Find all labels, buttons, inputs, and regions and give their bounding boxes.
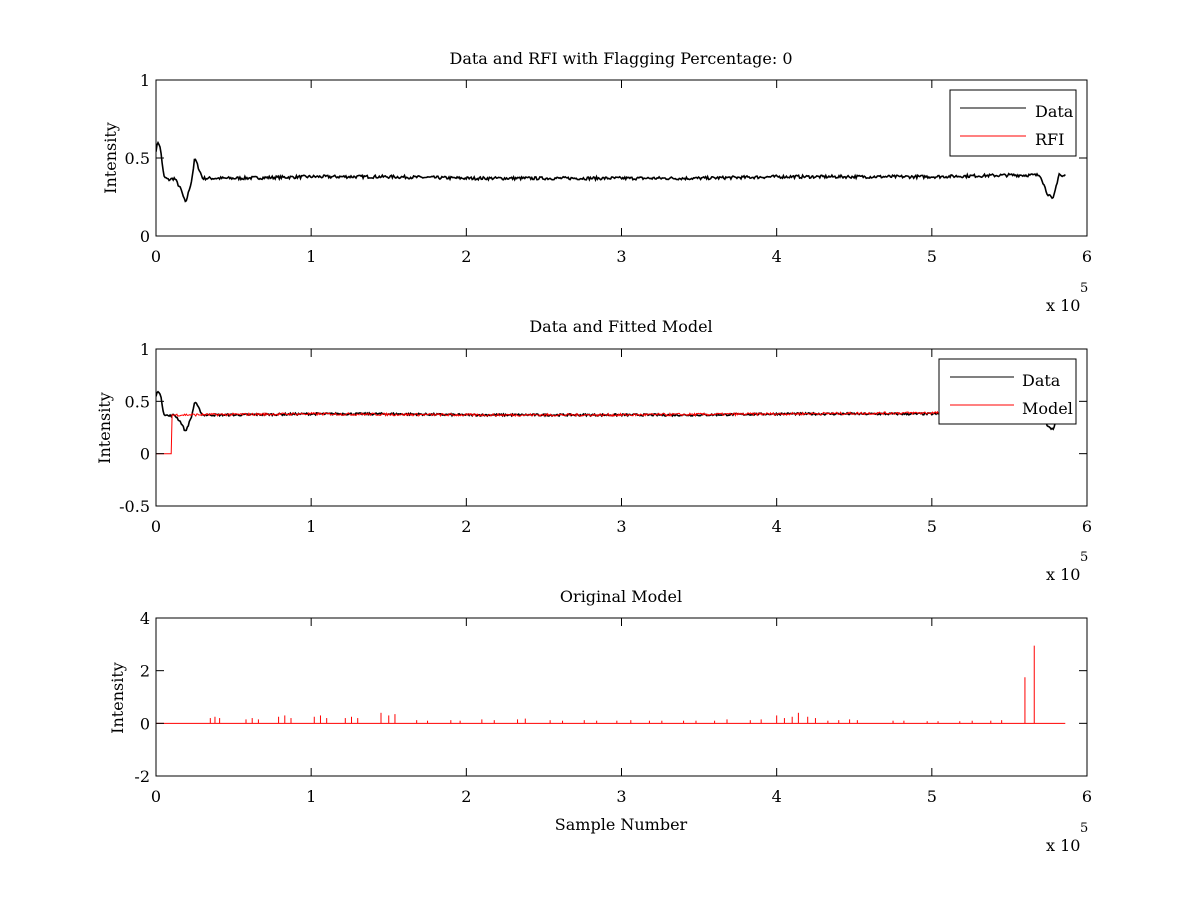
y-tick-label: 0.5: [125, 392, 150, 411]
y-tick-label: 1: [140, 71, 150, 90]
x-tick-label: 1: [306, 247, 316, 266]
x-tick-label: 2: [461, 517, 471, 536]
subplot-2: Data and Fitted Model Intensity 0 1 2 3 4 5 6 -…: [95, 317, 1092, 584]
subplot-1-title: Data and RFI with Flagging Percentage: 0: [449, 49, 792, 68]
x-tick-label: 1: [306, 787, 316, 806]
y-tick-label: -0.5: [119, 497, 150, 516]
subplot-2-legend: Data Model: [938, 358, 1077, 425]
y-tick-label: 2: [140, 662, 150, 681]
x-tick-label: 0: [151, 787, 161, 806]
y-tick-label: 0: [140, 227, 150, 246]
subplot-3-x-multiplier-base: x 10: [1046, 836, 1080, 855]
subplot-2-x-multiplier-base: x 10: [1046, 565, 1080, 584]
y-tick-label: -2: [134, 767, 150, 786]
subplot-1-x-multiplier-base: x 10: [1046, 296, 1080, 315]
subplot-1-x-multiplier: x 10: [1046, 296, 1080, 315]
x-tick-label: 2: [461, 787, 471, 806]
subplot-3-x-multiplier-exponent: 5: [1080, 821, 1088, 836]
subplot-3-ylabel: Intensity: [108, 662, 127, 734]
legend-label-model: Model: [1022, 399, 1073, 418]
series-line: [156, 410, 1010, 455]
x-tick-label: 6: [1082, 247, 1092, 266]
subplot-3-x-multiplier: x 10: [1046, 836, 1080, 855]
x-tick-label: 4: [772, 517, 782, 536]
x-tick-label: 2: [461, 247, 471, 266]
subplot-1-ticks: 0 1 2 3 4 5 6 0 0.5 1: [125, 71, 1093, 266]
x-tick-label: 4: [772, 247, 782, 266]
legend-label-data-2: Data: [1022, 371, 1061, 390]
subplot-2-x-multiplier-exponent: 5: [1080, 550, 1088, 565]
x-tick-label: 6: [1082, 787, 1092, 806]
subplot-2-title: Data and Fitted Model: [529, 317, 712, 336]
x-tick-label: 1: [306, 517, 316, 536]
subplot-1: Data and RFI with Flagging Percentage: 0…: [101, 49, 1092, 315]
x-tick-label: 5: [927, 517, 937, 536]
subplot-1-legend: Data RFI: [949, 89, 1077, 157]
x-tick-label: 0: [151, 517, 161, 536]
subplot-3-xlabel: Sample Number: [555, 815, 688, 834]
subplot-1-ylabel: Intensity: [101, 122, 120, 194]
subplot-1-plot-area: [156, 140, 1066, 203]
y-tick-label: 1: [140, 340, 150, 359]
subplot-1-x-multiplier-exponent: 5: [1080, 281, 1088, 296]
y-tick-label: 0.5: [125, 149, 150, 168]
subplot-2-ylabel: Intensity: [95, 392, 114, 464]
y-tick-label: 0: [140, 714, 150, 733]
x-tick-label: 3: [616, 247, 626, 266]
y-tick-label: 4: [140, 609, 150, 628]
subplot-2-ticks: 0 1 2 3 4 5 6-0.500.51: [119, 340, 1092, 536]
subplot-2-legend-box: [938, 358, 1077, 425]
series-line: [156, 140, 1066, 203]
subplot-3: Original Model Intensity Sample Number 0…: [108, 587, 1092, 855]
x-tick-label: 6: [1082, 517, 1092, 536]
subplot-3-title: Original Model: [560, 587, 682, 606]
x-tick-label: 5: [927, 247, 937, 266]
x-tick-label: 3: [616, 787, 626, 806]
subplot-2-plot-area: [156, 390, 1066, 455]
legend-label-data: Data: [1035, 102, 1074, 121]
x-tick-label: 3: [616, 517, 626, 536]
x-tick-label: 5: [927, 787, 937, 806]
x-tick-label: 0: [151, 247, 161, 266]
subplot-1-legend-box: [949, 89, 1077, 157]
subplot-2-x-multiplier: x 10: [1046, 565, 1080, 584]
legend-label-rfi: RFI: [1035, 130, 1064, 149]
y-tick-label: 0: [140, 445, 150, 464]
subplot-3-plot-area: [156, 645, 1066, 724]
x-tick-label: 4: [772, 787, 782, 806]
